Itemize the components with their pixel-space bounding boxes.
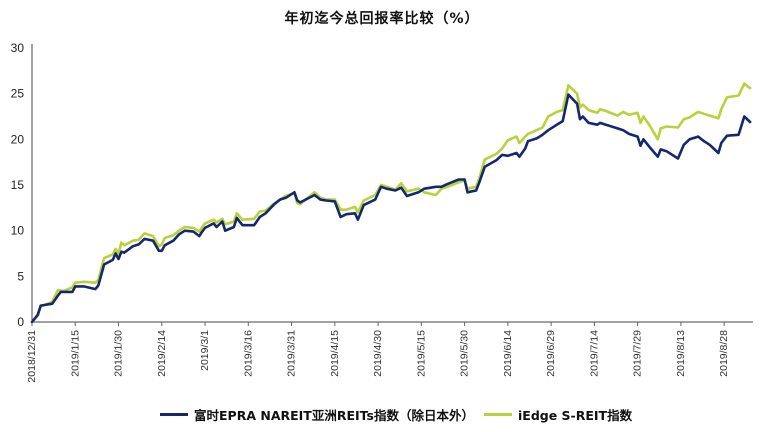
x-tick-label: 2019/2/14 bbox=[156, 330, 168, 377]
legend-item-series-2: iEdge S-REIT指数 bbox=[484, 403, 632, 425]
y-tick-label: 25 bbox=[11, 87, 25, 101]
x-tick-label: 2018/12/31 bbox=[26, 330, 38, 383]
legend-swatch-series-2 bbox=[484, 412, 512, 416]
y-tick-labels: 0 5 10 15 20 25 30 bbox=[11, 41, 25, 329]
line-chart: 0 5 10 15 20 25 30 2018/12/31 2019/1/15 2019/1/3… bbox=[11, 41, 753, 383]
x-tick-label: 2019/7/14 bbox=[588, 330, 600, 377]
x-tick-label: 2019/5/15 bbox=[415, 330, 427, 377]
series-line-1 bbox=[30, 93, 752, 324]
chart-title: 年初迄今总回报率比较（%） bbox=[284, 11, 480, 27]
x-tick-label: 2019/3/16 bbox=[242, 330, 254, 377]
x-tick-label: 2019/3/31 bbox=[286, 330, 298, 377]
x-tick-label: 2019/1/30 bbox=[113, 330, 125, 377]
x-tick-label: 2019/3/1 bbox=[199, 330, 211, 371]
legend-item-series-1: 富时EPRA NAREIT亚洲REITs指数（除日本外） bbox=[160, 403, 474, 425]
x-tick-labels: 2018/12/31 2019/1/15 2019/1/30 2019/2/14 201… bbox=[26, 322, 730, 383]
legend-label-series-1: 富时EPRA NAREIT亚洲REITs指数（除日本外） bbox=[194, 407, 474, 423]
x-tick-label: 2019/6/29 bbox=[545, 330, 557, 377]
axes bbox=[31, 44, 753, 323]
x-tick-label: 2019/1/15 bbox=[69, 330, 81, 377]
x-tick-label: 2019/4/15 bbox=[329, 330, 341, 377]
x-tick-label: 2019/8/13 bbox=[675, 330, 687, 377]
legend: 富时EPRA NAREIT亚洲REITs指数（除日本外） iEdge S-REI… bbox=[0, 403, 764, 425]
y-tick-label: 20 bbox=[11, 132, 25, 146]
y-tick-label: 5 bbox=[17, 269, 24, 283]
x-tick-label: 2019/6/14 bbox=[502, 330, 514, 377]
legend-swatch-series-1 bbox=[160, 412, 188, 416]
y-tick-label: 15 bbox=[11, 178, 25, 192]
x-tick-label: 2019/5/30 bbox=[459, 330, 471, 377]
x-tick-label: 2019/4/30 bbox=[372, 330, 384, 377]
series-line-2 bbox=[30, 82, 752, 324]
legend-label-series-2: iEdge S-REIT指数 bbox=[518, 407, 633, 423]
x-tick-label: 2019/7/29 bbox=[632, 330, 644, 377]
series-layer bbox=[30, 82, 752, 324]
y-tick-label: 10 bbox=[11, 224, 25, 238]
y-tick-label: 30 bbox=[11, 41, 25, 55]
y-tick-label: 0 bbox=[17, 315, 24, 329]
x-tick-label: 2019/8/28 bbox=[718, 330, 730, 377]
